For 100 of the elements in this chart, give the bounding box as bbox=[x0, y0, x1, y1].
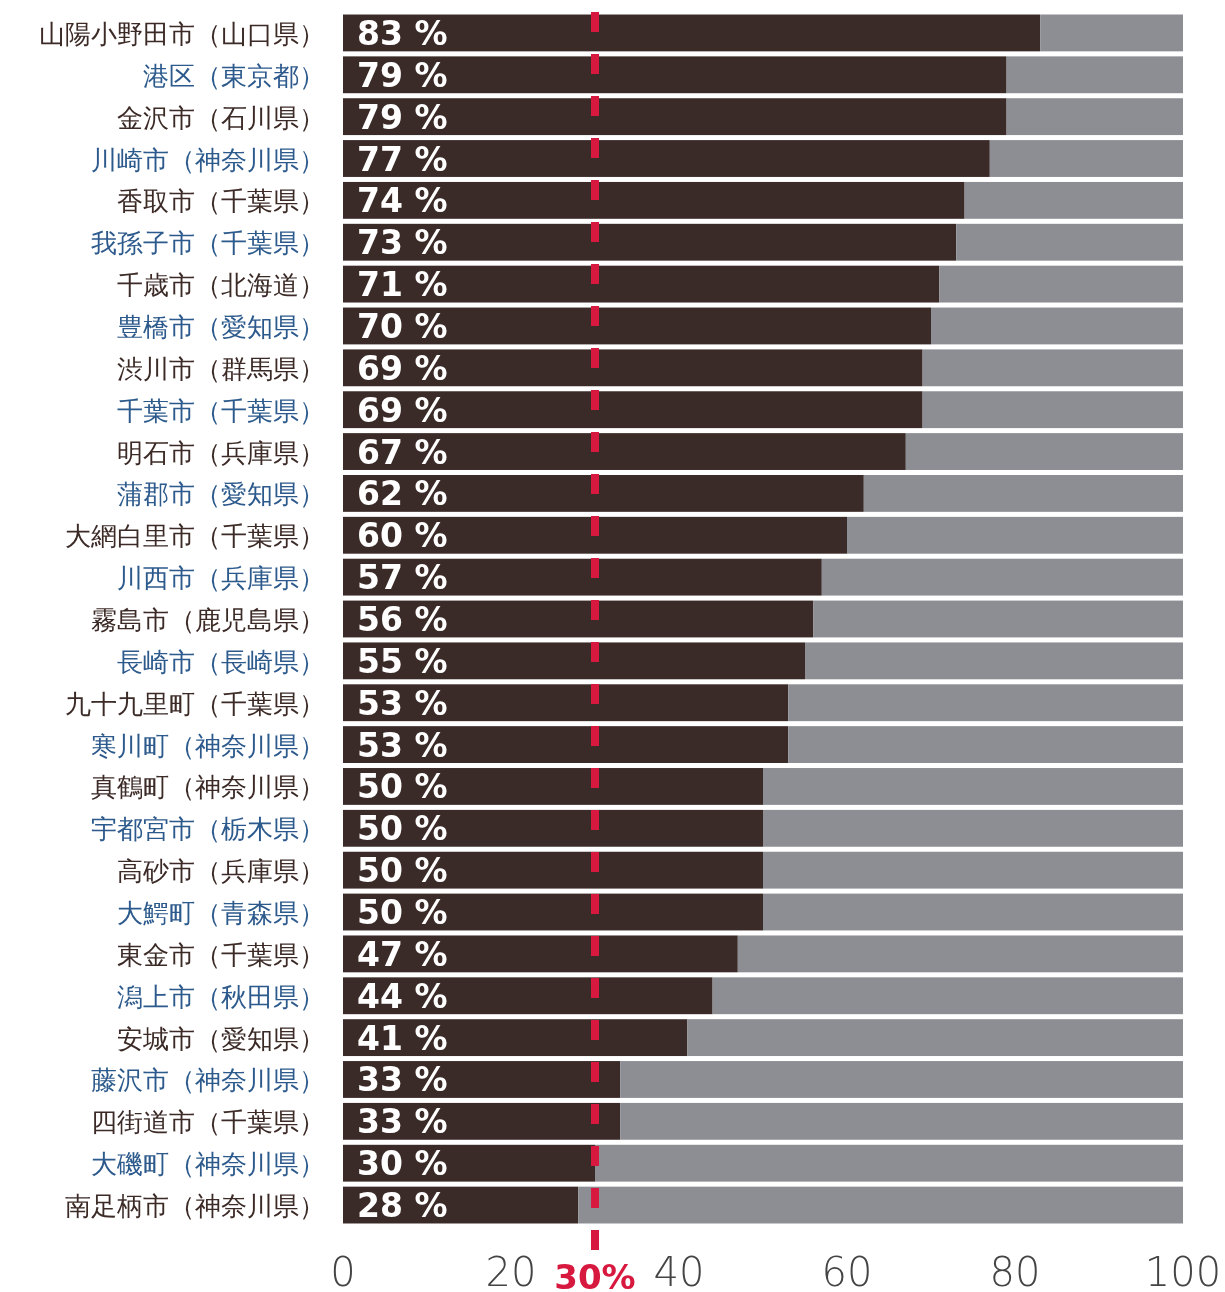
y-tick-label: 藤沢市（神奈川県） bbox=[91, 1065, 325, 1096]
data-label: 47 % bbox=[357, 934, 448, 974]
bar bbox=[863, 474, 1183, 512]
bar bbox=[763, 768, 1183, 805]
bar bbox=[343, 851, 763, 889]
bar bbox=[847, 516, 1183, 554]
y-tick-label: 香取市（千葉県） bbox=[117, 186, 325, 217]
bar bbox=[343, 14, 1041, 52]
bar bbox=[1006, 56, 1183, 94]
y-tick-label: 明石市（兵庫県） bbox=[117, 437, 325, 468]
bar bbox=[343, 1019, 688, 1057]
x-tick-label: 40 bbox=[653, 1249, 705, 1292]
bar bbox=[343, 977, 713, 1015]
y-tick-label: 我孫子市（千葉県） bbox=[91, 228, 325, 259]
data-label: 50 % bbox=[357, 893, 448, 933]
data-label: 62 % bbox=[357, 474, 448, 514]
bar bbox=[343, 265, 940, 303]
y-tick-label: 渋川市（群馬県） bbox=[117, 353, 325, 384]
y-tick-label: 大磯町（神奈川県） bbox=[91, 1149, 325, 1180]
bar bbox=[939, 265, 1183, 303]
bar bbox=[343, 516, 847, 554]
data-label: 60 % bbox=[357, 516, 448, 556]
data-label: 50 % bbox=[357, 851, 448, 891]
bar bbox=[813, 600, 1183, 638]
y-tick-label: 宇都宮市（栃木県） bbox=[91, 814, 325, 845]
y-tick-label: 千葉市（千葉県） bbox=[117, 395, 325, 426]
data-label: 79 % bbox=[357, 55, 448, 95]
y-tick-label: 東金市（千葉県） bbox=[117, 939, 325, 970]
bar bbox=[620, 1102, 1183, 1140]
bar bbox=[964, 181, 1183, 219]
data-label: 70 % bbox=[357, 306, 448, 346]
data-label: 69 % bbox=[357, 390, 448, 430]
data-label: 53 % bbox=[357, 725, 448, 765]
data-label: 57 % bbox=[357, 558, 448, 598]
bar bbox=[922, 391, 1183, 429]
data-label: 53 % bbox=[357, 683, 448, 723]
bar bbox=[763, 851, 1183, 889]
bar bbox=[788, 726, 1183, 764]
bar bbox=[687, 1019, 1183, 1057]
y-tick-label: 長崎市（長崎県） bbox=[117, 646, 325, 677]
y-tick-label: 豊橋市（愛知県） bbox=[117, 311, 325, 342]
bar bbox=[343, 349, 923, 387]
y-tick-label: 寒川町（神奈川県） bbox=[91, 730, 325, 761]
bar bbox=[922, 349, 1183, 387]
bar bbox=[343, 140, 990, 177]
x-tick-label: 80 bbox=[989, 1249, 1041, 1292]
bar bbox=[343, 935, 738, 973]
bar bbox=[343, 768, 763, 805]
y-tick-label: 川西市（兵庫県） bbox=[117, 563, 325, 594]
data-label: 67 % bbox=[357, 432, 448, 472]
bar bbox=[788, 684, 1183, 722]
ref-line-label: 30% bbox=[554, 1257, 636, 1292]
data-label: 56 % bbox=[357, 600, 448, 639]
x-tick-label: 60 bbox=[821, 1249, 873, 1292]
bar bbox=[737, 935, 1183, 973]
bar bbox=[343, 809, 763, 847]
bar bbox=[343, 223, 957, 261]
y-tick-label: 南足柄市（神奈川県） bbox=[65, 1191, 325, 1222]
y-tick-label: 安城市（愛知県） bbox=[117, 1023, 325, 1054]
data-label: 83 % bbox=[357, 13, 448, 53]
bar bbox=[343, 684, 789, 722]
bar bbox=[931, 307, 1183, 345]
bar bbox=[805, 642, 1183, 680]
bar bbox=[956, 223, 1183, 261]
bar bbox=[821, 558, 1183, 596]
y-tick-label: 金沢市（石川県） bbox=[117, 102, 325, 133]
x-tick-label: 100 bbox=[1144, 1249, 1222, 1292]
bar bbox=[1006, 98, 1183, 136]
data-label: 71 % bbox=[357, 265, 448, 305]
x-tick-label: 20 bbox=[485, 1249, 537, 1292]
bar bbox=[763, 809, 1183, 847]
y-tick-label: 九十九里町（千葉県） bbox=[65, 688, 325, 719]
data-label: 74 % bbox=[357, 181, 448, 221]
bar bbox=[343, 558, 822, 596]
y-tick-label: 高砂市（兵庫県） bbox=[117, 856, 325, 887]
data-label: 50 % bbox=[357, 767, 448, 807]
bar bbox=[763, 893, 1183, 931]
y-tick-label: 山陽小野田市（山口県） bbox=[39, 18, 325, 49]
data-label: 50 % bbox=[357, 809, 448, 849]
bar bbox=[712, 977, 1183, 1015]
y-tick-label: 潟上市（秋田県） bbox=[117, 981, 325, 1012]
data-label: 55 % bbox=[357, 641, 448, 681]
bar bbox=[343, 181, 965, 219]
bar bbox=[989, 140, 1183, 177]
bar bbox=[343, 726, 789, 764]
y-tick-label: 四街道市（千葉県） bbox=[91, 1107, 325, 1138]
y-tick-label: 真鶴町（神奈川県） bbox=[91, 772, 325, 803]
bar bbox=[343, 600, 814, 638]
bar bbox=[905, 433, 1183, 470]
y-tick-label: 川崎市（神奈川県） bbox=[91, 144, 325, 175]
y-tick-label: 霧島市（鹿児島県） bbox=[91, 605, 325, 635]
bar bbox=[343, 98, 1007, 136]
bar bbox=[343, 642, 805, 680]
bar bbox=[1040, 14, 1183, 52]
data-label: 44 % bbox=[357, 976, 448, 1016]
y-tick-label: 蒲郡市（愛知県） bbox=[117, 479, 325, 510]
data-label: 77 % bbox=[357, 139, 448, 179]
data-label: 73 % bbox=[357, 223, 448, 263]
y-tick-label: 大鰐町（青森県） bbox=[117, 898, 325, 929]
data-label: 69 % bbox=[357, 348, 448, 388]
